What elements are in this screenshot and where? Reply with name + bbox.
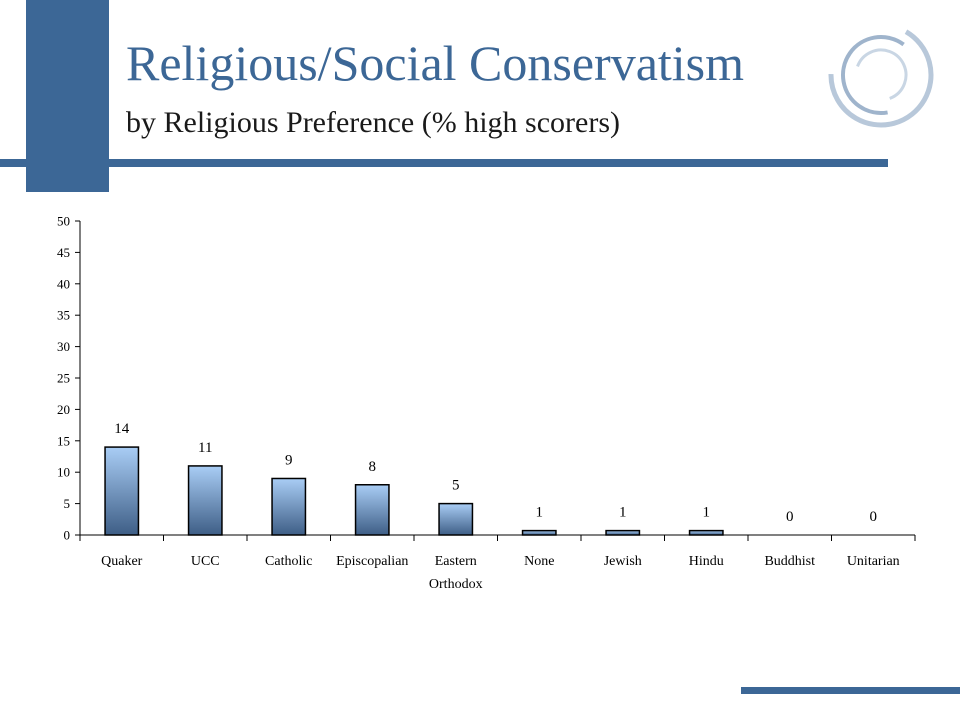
- x-tick-label: Eastern: [435, 554, 477, 569]
- data-label: 1: [703, 505, 711, 521]
- x-tick-label: Hindu: [689, 554, 724, 569]
- y-tick-label: 15: [57, 433, 70, 448]
- x-tick-label: UCC: [191, 554, 220, 569]
- x-tick-label: Orthodox: [429, 577, 483, 592]
- y-tick-label: 20: [57, 402, 70, 417]
- swirl-logo-icon: [828, 22, 934, 128]
- data-label: 0: [786, 509, 794, 525]
- y-tick-label: 10: [57, 465, 70, 480]
- data-label: 1: [536, 505, 544, 521]
- data-label: 1: [619, 505, 627, 521]
- bar: [271, 477, 307, 536]
- x-tick-label: Quaker: [101, 554, 143, 569]
- x-tick-label: Buddhist: [764, 554, 815, 569]
- y-tick-label: 25: [57, 371, 70, 386]
- y-tick-label: 0: [64, 528, 71, 543]
- data-label: 0: [870, 509, 878, 525]
- data-label: 11: [198, 440, 212, 456]
- x-tick-label: None: [524, 554, 554, 569]
- bar: [104, 446, 140, 536]
- data-label: 14: [114, 421, 130, 437]
- y-tick-label: 50: [57, 214, 70, 229]
- bar: [688, 529, 724, 536]
- x-tick-label: Jewish: [604, 554, 642, 569]
- slide-subtitle: by Religious Preference (% high scorers): [126, 106, 621, 139]
- slide-title: Religious/Social Conservatism: [126, 35, 745, 91]
- y-tick-label: 5: [64, 496, 71, 511]
- bar: [521, 529, 557, 536]
- x-tick-label: Unitarian: [847, 554, 900, 569]
- x-tick-label: Episcopalian: [336, 554, 408, 569]
- bar: [187, 465, 223, 536]
- bars: [104, 446, 724, 536]
- data-label: 8: [369, 459, 377, 475]
- bar: [605, 529, 641, 536]
- data-label: 5: [452, 478, 460, 494]
- bar: [438, 502, 474, 536]
- x-axis: Quaker UCC Catholic Episcopalian Eastern Orth…: [79, 534, 916, 592]
- y-tick-label: 30: [57, 339, 70, 354]
- x-tick-label: Catholic: [265, 554, 312, 569]
- y-tick-label: 35: [57, 308, 70, 323]
- data-label: 9: [285, 452, 293, 468]
- y-axis: 0 5 10 15 20 25 30 35 40 45 50: [57, 214, 81, 543]
- y-tick-label: 45: [57, 245, 70, 260]
- title-underline: [0, 159, 888, 167]
- footer-rule: [741, 687, 960, 694]
- y-tick-label: 40: [57, 276, 70, 291]
- bar: [354, 484, 390, 536]
